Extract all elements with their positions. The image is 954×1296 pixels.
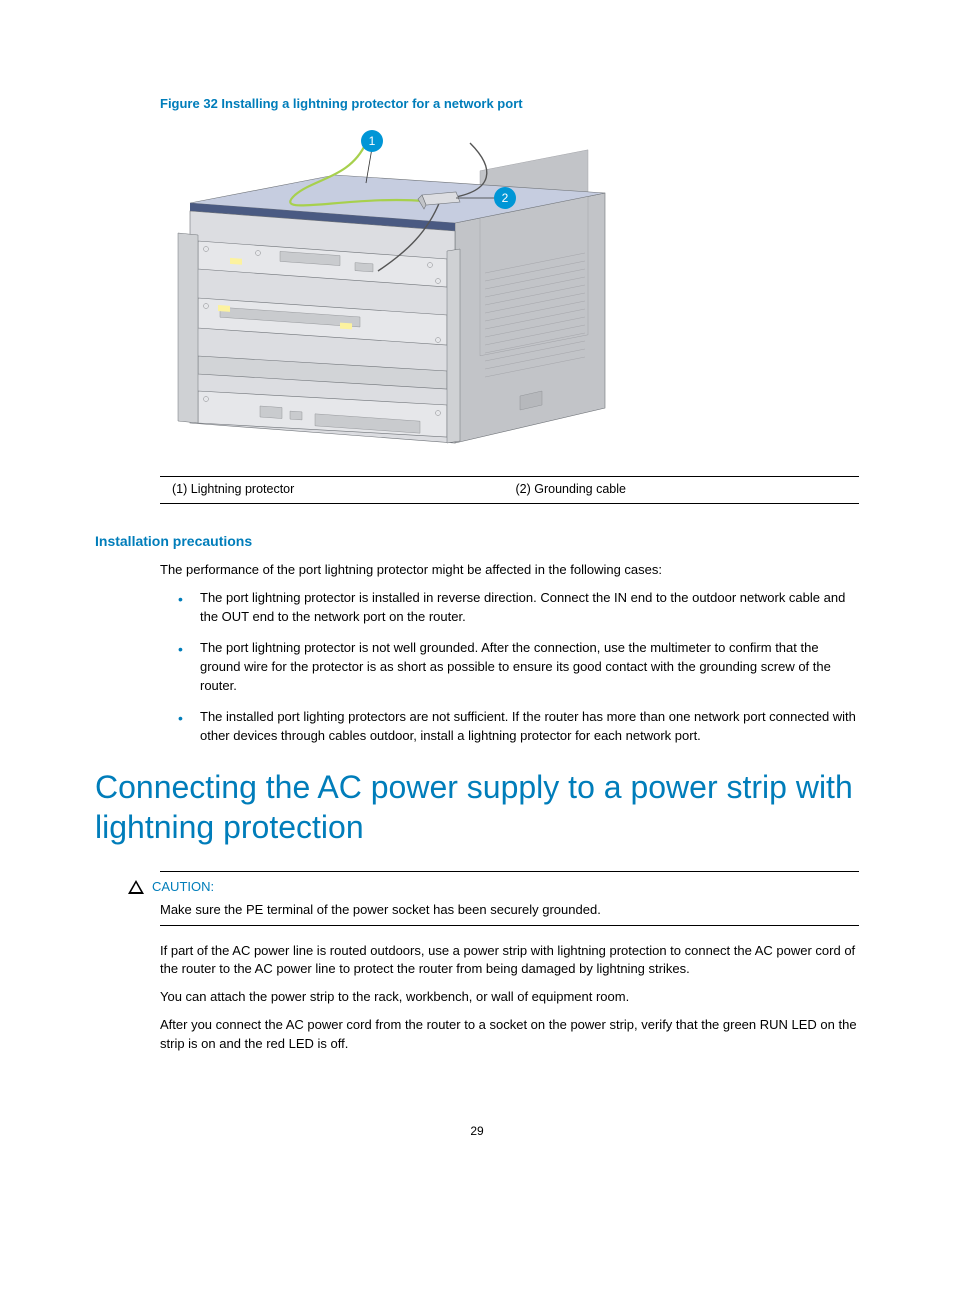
figure-caption: Figure 32 Installing a lightning protect… [160, 95, 859, 113]
svg-text:1: 1 [369, 134, 376, 148]
precautions-intro: The performance of the port lightning pr… [160, 561, 859, 579]
svg-text:2: 2 [502, 191, 509, 205]
body-para: If part of the AC power line is routed o… [160, 942, 859, 978]
list-item: The port lightning protector is installe… [160, 589, 859, 627]
caution-text: Make sure the PE terminal of the power s… [160, 901, 859, 919]
caution-icon [128, 880, 144, 894]
precautions-list: The port lightning protector is installe… [160, 589, 859, 745]
list-item: The port lightning protector is not well… [160, 639, 859, 696]
figure-image: 1 2 [160, 123, 859, 468]
main-heading: Connecting the AC power supply to a powe… [95, 767, 859, 847]
list-item: The installed port lighting protectors a… [160, 708, 859, 746]
subheading-precautions: Installation precautions [95, 532, 859, 552]
page-number: 29 [95, 1123, 859, 1140]
legend-cell-2: (2) Grounding cable [516, 481, 860, 499]
caution-box: CAUTION: Make sure the PE terminal of th… [160, 871, 859, 925]
figure-legend: (1) Lightning protector (2) Grounding ca… [160, 476, 859, 504]
legend-cell-1: (1) Lightning protector [160, 481, 516, 499]
body-para: After you connect the AC power cord from… [160, 1016, 859, 1052]
caution-label: CAUTION: [152, 878, 214, 896]
body-para: You can attach the power strip to the ra… [160, 988, 859, 1006]
